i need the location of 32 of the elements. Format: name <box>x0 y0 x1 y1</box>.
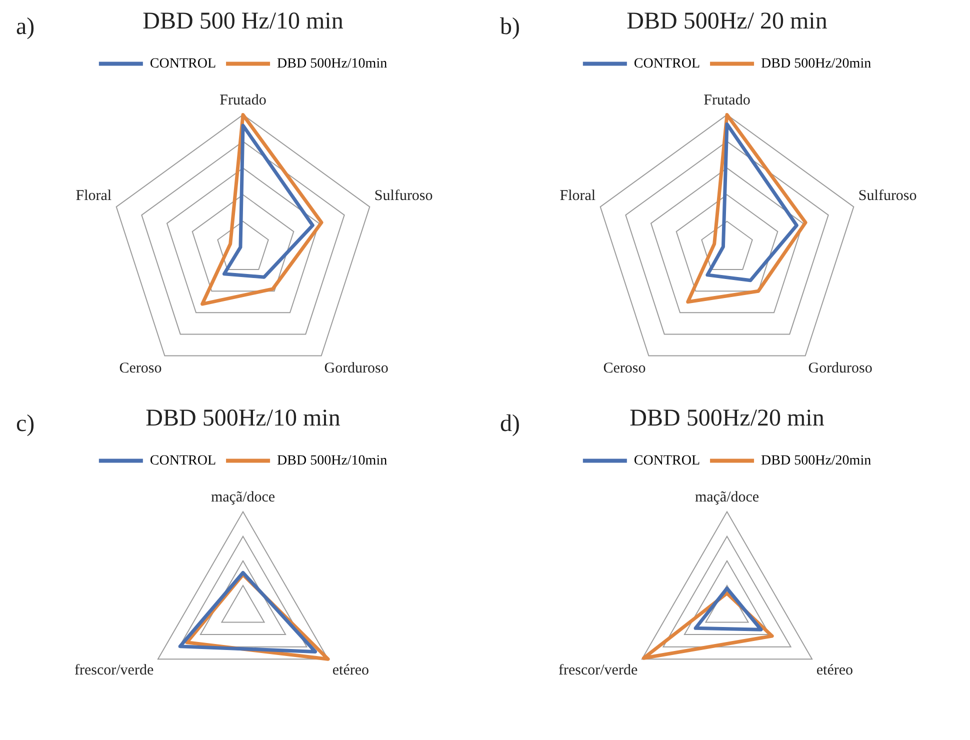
text: c) <box>16 411 35 438</box>
legend-label: DBD 500Hz/20min <box>761 453 872 468</box>
spoke-label: Frutado <box>704 92 750 109</box>
text: b) <box>500 14 520 41</box>
spoke-label: etéreo <box>816 662 854 679</box>
spoke-label: Gorduroso <box>808 360 872 377</box>
spoke-label: maçã/doce <box>210 490 276 506</box>
spoke-label: Sulfuroso <box>374 188 433 204</box>
spoke-label: Ceroso <box>603 360 646 377</box>
legend-label: DBD 500Hz/10min <box>277 56 388 72</box>
legend-label: DBD 500Hz/10min <box>277 453 388 468</box>
spoke-label: frescor/verde <box>558 662 638 679</box>
spoke-label: maçã/doce <box>694 490 760 506</box>
spoke-label: Floral <box>560 188 596 204</box>
chart-title: DBD 500Hz/ 20 min <box>626 8 828 35</box>
legend-label: CONTROL <box>634 453 700 468</box>
spoke-label: Ceroso <box>119 360 162 377</box>
spoke-label: Frutado <box>220 92 266 109</box>
spoke-label: Sulfuroso <box>858 188 917 204</box>
spoke-label: Gorduroso <box>324 360 388 377</box>
legend-label: CONTROL <box>150 453 216 468</box>
legend-label: CONTROL <box>634 56 700 72</box>
legend-label: DBD 500Hz/20min <box>761 56 872 72</box>
spoke-label: etéreo <box>332 662 370 679</box>
chart-title: DBD 500 Hz/10 min <box>142 8 344 35</box>
spoke-label: frescor/verde <box>74 662 154 679</box>
chart-title: DBD 500Hz/20 min <box>630 406 824 432</box>
legend-label: CONTROL <box>150 56 216 72</box>
spoke-label: Floral <box>76 188 112 204</box>
text: d) <box>500 411 520 438</box>
text: a) <box>16 14 35 41</box>
chart-title: DBD 500Hz/10 min <box>146 406 340 432</box>
